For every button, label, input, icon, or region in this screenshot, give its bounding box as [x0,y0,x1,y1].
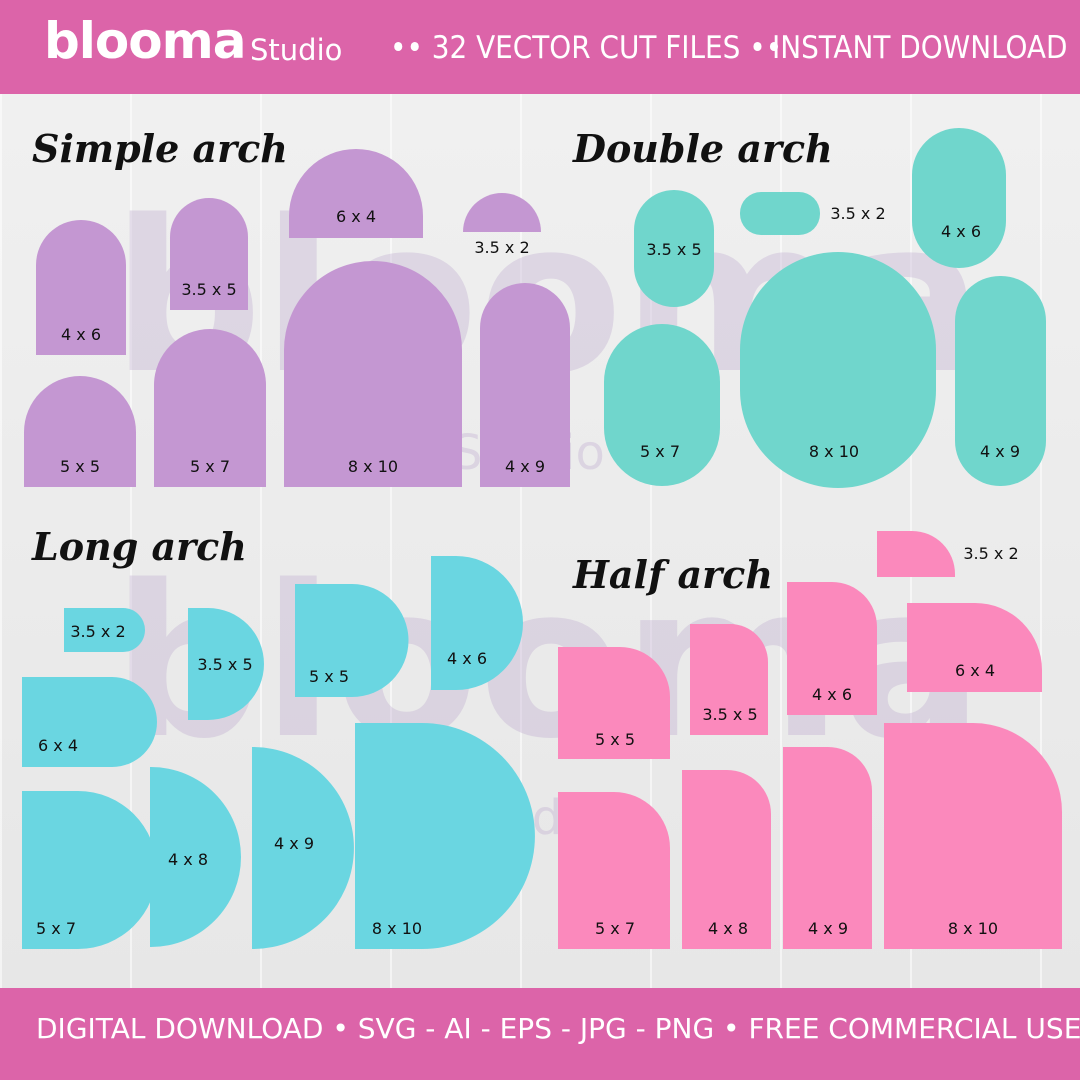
simple-arch-5x7 [154,329,266,487]
footer-band: DIGITAL DOWNLOAD • SVG - AI - EPS - JPG … [0,978,1080,1080]
footer-band-fill [0,988,1080,1080]
long-arch-group [22,556,535,949]
heading-double-arch: Double arch [573,126,833,171]
label-half-4x8: 4 x 8 [708,919,748,938]
long-arch-5x7 [22,791,157,949]
long-arch-5x5 [295,584,409,697]
half-arch-3-5x2 [877,531,955,577]
brand-logo: blooma [44,12,246,70]
label-long-6x4: 6 x 4 [38,736,78,755]
simple-arch-4x6 [36,220,126,355]
heading-simple-arch: Simple arch [32,126,288,171]
double-arch-group [604,128,1046,488]
label-half-4x6: 4 x 6 [812,685,852,704]
double-arch-3-5x2 [740,192,820,235]
label-double-3-5x2: 3.5 x 2 [830,204,886,223]
long-arch-3-5x5 [188,608,264,720]
label-half-6x4: 6 x 4 [955,661,995,680]
label-double-3-5x5: 3.5 x 5 [646,240,702,259]
simple-arch-6x4 [289,149,423,238]
double-arch-5x7 [604,324,720,486]
simple-arch-3-5x5 [170,198,248,310]
double-arch-8x10 [740,252,936,488]
brand-sub: Studio [250,33,343,67]
label-half-5x7: 5 x 7 [595,919,635,938]
double-arch-4x9 [955,276,1046,486]
heading-half-arch: Half arch [573,552,773,597]
half-arch-5x5 [558,647,670,759]
tagline-download: INSTANT DOWNLOAD [772,30,1068,66]
label-simple-5x7: 5 x 7 [190,457,230,476]
long-arch-4x6 [431,556,523,690]
half-arch-8x10 [884,723,1062,949]
simple-arch-4x9 [480,283,570,487]
tagline-files: •• 32 VECTOR CUT FILES •• [390,30,783,66]
half-arch-5x7 [558,792,670,949]
label-long-5x7: 5 x 7 [36,919,76,938]
label-half-3-5x5: 3.5 x 5 [702,705,758,724]
label-long-4x9: 4 x 9 [274,834,314,853]
label-long-4x8: 4 x 8 [168,850,208,869]
label-simple-4x6: 4 x 6 [61,325,101,344]
label-long-5x5: 5 x 5 [309,667,349,686]
label-half-3-5x2: 3.5 x 2 [963,544,1019,563]
long-arch-6x4 [22,677,157,767]
half-arch-3-5x5 [690,624,768,735]
double-arch-4x6 [912,128,1006,268]
half-arch-4x9 [783,747,872,949]
label-half-5x5: 5 x 5 [595,730,635,749]
label-simple-3-5x2: 3.5 x 2 [474,238,530,257]
label-simple-6x4: 6 x 4 [336,207,376,226]
double-arch-3-5x5 [634,190,714,307]
simple-arch-8x10 [284,261,462,487]
long-arch-4x9 [252,747,354,949]
label-double-4x9: 4 x 9 [980,442,1020,461]
half-arch-6x4 [907,603,1042,692]
footer-text: DIGITAL DOWNLOAD • SVG - AI - EPS - JPG … [36,1012,1080,1045]
simple-arch-5x5 [24,376,136,487]
header-band-fill [0,0,1080,94]
half-arch-4x6 [787,582,877,715]
long-arch-4x8 [150,767,241,947]
long-arch-3-5x2 [64,608,145,652]
label-long-4x6: 4 x 6 [447,649,487,668]
simple-arch-group [24,149,570,487]
label-half-8x10: 8 x 10 [947,919,999,938]
heading-long-arch: Long arch [32,524,247,569]
label-simple-8x10: 8 x 10 [347,457,399,476]
label-long-3-5x2: 3.5 x 2 [70,622,126,641]
label-simple-4x9: 4 x 9 [505,457,545,476]
long-arch-8x10 [355,723,535,949]
label-long-8x10: 8 x 10 [371,919,423,938]
label-simple-5x5: 5 x 5 [60,457,100,476]
label-double-5x7: 5 x 7 [640,442,680,461]
half-arch-4x8 [682,770,771,949]
label-simple-3-5x5: 3.5 x 5 [181,280,237,299]
label-double-4x6: 4 x 6 [941,222,981,241]
half-arch-group [558,531,1062,949]
label-half-4x9: 4 x 9 [808,919,848,938]
simple-arch-3-5x2 [463,193,541,232]
label-long-3-5x5: 3.5 x 5 [197,655,253,674]
label-double-8x10: 8 x 10 [808,442,860,461]
header-band: blooma Studio •• 32 VECTOR CUT FILES •• … [0,0,1080,102]
